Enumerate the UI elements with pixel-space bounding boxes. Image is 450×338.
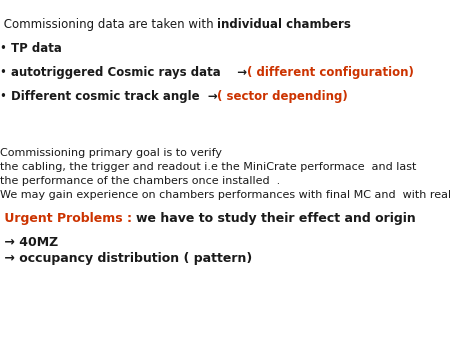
Text: •: • bbox=[0, 90, 11, 103]
Text: Different cosmic track angle  →: Different cosmic track angle → bbox=[11, 90, 217, 103]
Text: ( sector depending): ( sector depending) bbox=[217, 90, 348, 103]
Text: Urgent Problems :: Urgent Problems : bbox=[0, 212, 136, 225]
Text: •: • bbox=[0, 66, 11, 79]
Text: individual chambers: individual chambers bbox=[217, 18, 351, 31]
Text: autotriggered Cosmic rays data    →: autotriggered Cosmic rays data → bbox=[11, 66, 247, 79]
Text: TP data: TP data bbox=[11, 42, 62, 55]
Text: Commissioning data are taken with: Commissioning data are taken with bbox=[0, 18, 217, 31]
Text: the performance of the chambers once installed  .: the performance of the chambers once ins… bbox=[0, 176, 280, 186]
Text: •: • bbox=[0, 42, 11, 55]
Text: → 40MZ: → 40MZ bbox=[0, 236, 58, 249]
Text: the cabling, the trigger and readout i.e the MiniCrate performace  and last: the cabling, the trigger and readout i.e… bbox=[0, 162, 416, 172]
Text: we have to study their effect and origin: we have to study their effect and origin bbox=[136, 212, 416, 225]
Text: Commissioning primary goal is to verify: Commissioning primary goal is to verify bbox=[0, 148, 222, 158]
Text: We may gain experience on chambers performances with final MC and  with real dat: We may gain experience on chambers perfo… bbox=[0, 190, 450, 200]
Text: ( different configuration): ( different configuration) bbox=[247, 66, 414, 79]
Text: → occupancy distribution ( pattern): → occupancy distribution ( pattern) bbox=[0, 252, 252, 265]
